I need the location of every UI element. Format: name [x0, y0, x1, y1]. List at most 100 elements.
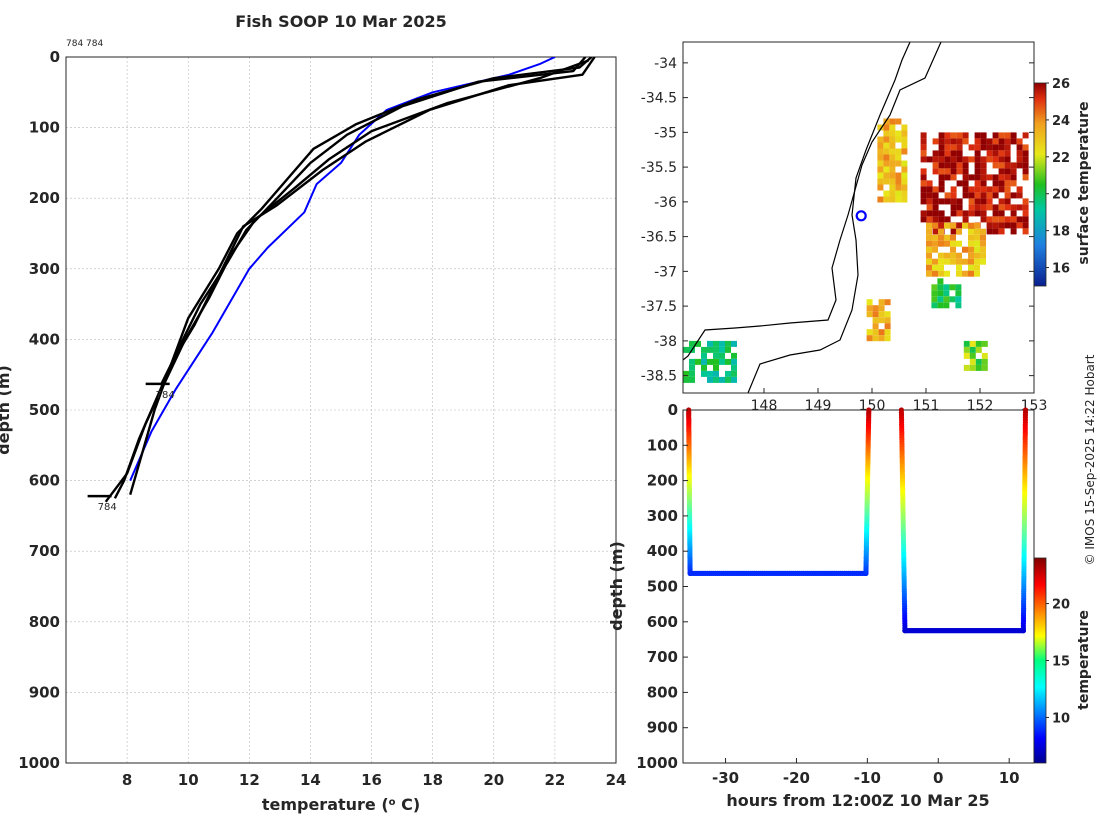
- sst-cell: [932, 210, 939, 217]
- sst-cell: [932, 216, 939, 223]
- sst-cell: [884, 329, 891, 336]
- sst-cell: [955, 284, 962, 291]
- sst-cell: [731, 364, 737, 371]
- sst-cell: [980, 216, 987, 223]
- sst-cell: [931, 290, 938, 297]
- sst-cell: [938, 174, 945, 181]
- sst-cell: [980, 192, 987, 199]
- sst-cell: [974, 150, 981, 157]
- sst-cell: [926, 240, 932, 247]
- sst-cell: [981, 340, 988, 347]
- sst-cell: [938, 216, 945, 223]
- sst-cell: [998, 138, 1005, 145]
- sst-cell: [931, 284, 938, 291]
- sst-cell: [883, 148, 890, 155]
- sst-cell: [944, 198, 951, 205]
- profile-y-tick-label: 700: [29, 542, 60, 560]
- sst-cell: [974, 246, 980, 253]
- sst-cell: [944, 138, 951, 145]
- sst-cell: [980, 180, 987, 187]
- sst-cell: [944, 234, 950, 241]
- sst-cell: [962, 174, 969, 181]
- sst-cell: [974, 210, 981, 217]
- sst-cell: [695, 340, 701, 347]
- sst-cell: [968, 258, 974, 265]
- sst-cell: [1004, 192, 1011, 199]
- sst-cell: [944, 156, 951, 163]
- sst-cell: [980, 198, 987, 205]
- sst-cell: [901, 148, 908, 155]
- sst-cell: [962, 192, 969, 199]
- sst-cell: [883, 124, 890, 131]
- sst-cell: [1004, 198, 1011, 205]
- track-y-tick-label: 900: [647, 719, 678, 737]
- sst-cell: [889, 118, 896, 125]
- sst-cell: [1004, 204, 1011, 211]
- sst-cell: [901, 172, 908, 179]
- sst-cell: [950, 228, 957, 235]
- sst-cell: [950, 138, 957, 145]
- sst-cell: [889, 166, 896, 173]
- sst-cell: [969, 358, 976, 365]
- sst-cell: [980, 204, 987, 211]
- sst-cell: [980, 252, 986, 259]
- sst-cell: [986, 138, 993, 145]
- sst-cell: [980, 210, 987, 217]
- sst-cell: [1016, 216, 1023, 223]
- sst-cell: [974, 192, 981, 199]
- sst-cell: [883, 118, 890, 125]
- track-points: [686, 407, 1029, 634]
- sst-cell: [944, 162, 951, 169]
- sst-cell: [968, 186, 975, 193]
- sst-cell: [938, 264, 944, 271]
- sst-cell: [901, 142, 908, 149]
- sst-cell: [956, 258, 962, 265]
- profile-y-tick-label: 0: [50, 48, 60, 66]
- sst-cell: [980, 144, 987, 151]
- sst-cell: [901, 178, 908, 185]
- sst-cell: [883, 136, 890, 143]
- sst-cell: [877, 172, 884, 179]
- sst-cell: [1022, 132, 1029, 139]
- temperature-colorbar: [1033, 557, 1047, 764]
- profile-x-tick-label: 18: [422, 771, 443, 789]
- sst-cell: [962, 168, 969, 175]
- sst-cell: [926, 252, 932, 259]
- sst-cell: [920, 186, 927, 193]
- sst-cell: [956, 144, 963, 151]
- sst-cell: [938, 258, 944, 265]
- sst-cell: [938, 138, 945, 145]
- temperature-colorbar-tick-label: 15: [1052, 655, 1070, 670]
- sst-cell: [980, 234, 986, 241]
- sst-field: [683, 118, 1029, 383]
- sst-cell: [937, 278, 944, 285]
- sst-cell: [938, 222, 945, 229]
- sst-cell: [932, 228, 939, 235]
- sst-cell: [932, 192, 939, 199]
- sst-cell: [937, 302, 944, 309]
- sst-cell: [974, 252, 980, 259]
- sst-cell: [992, 156, 999, 163]
- sst-cell: [889, 136, 896, 143]
- sst-cell: [938, 132, 945, 139]
- sst-cell: [920, 156, 927, 163]
- sst-cell: [949, 284, 956, 291]
- sst-cell: [895, 130, 902, 137]
- sst-cell: [932, 156, 939, 163]
- sst-cell: [889, 148, 896, 155]
- sst-cell: [938, 144, 945, 151]
- sst-cell: [719, 340, 725, 347]
- sst-cell: [992, 132, 999, 139]
- sst-cell: [932, 186, 939, 193]
- sst-cell: [1022, 144, 1029, 151]
- sst-cell: [1010, 204, 1017, 211]
- sst-cell: [1022, 204, 1029, 211]
- sst-cell: [944, 144, 951, 151]
- sst-cell: [974, 144, 981, 151]
- sst-cell: [1004, 144, 1011, 151]
- sst-cell: [962, 162, 969, 169]
- sst-cell: [992, 180, 999, 187]
- track-x-tick-label: -10: [854, 769, 881, 787]
- sst-cell: [1010, 162, 1017, 169]
- sst-cell: [968, 264, 974, 271]
